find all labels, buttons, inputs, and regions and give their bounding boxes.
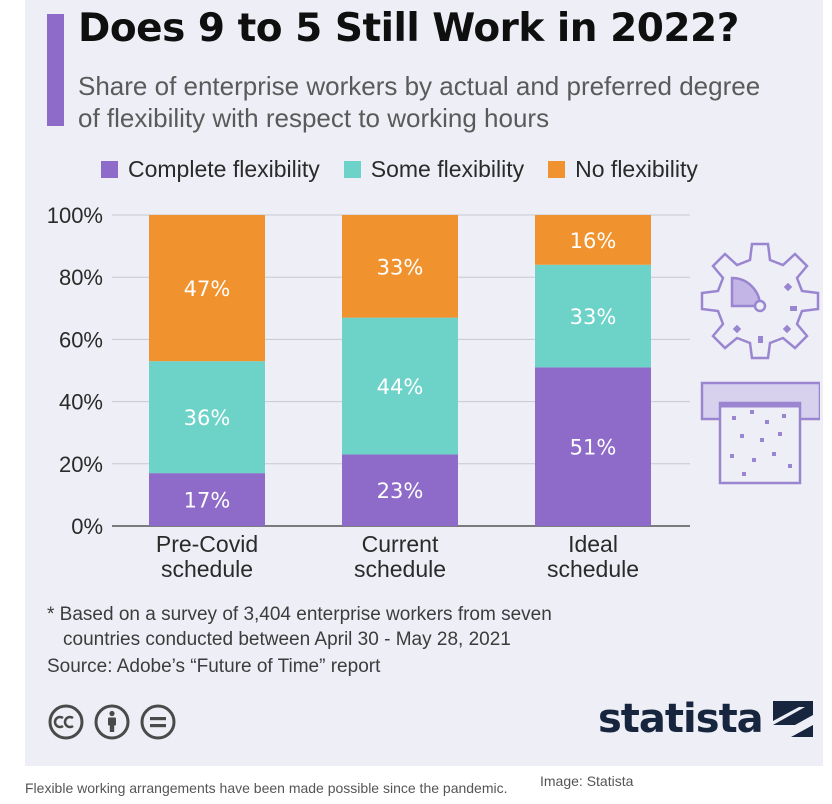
clock-gear-illustration-icon — [700, 242, 820, 485]
bar-segment — [535, 367, 651, 526]
x-tick-label: Pre-Covid — [156, 531, 258, 557]
y-tick-label: 100% — [47, 203, 103, 228]
bar-segment — [149, 361, 265, 474]
legend-item-some: Some flexibility — [343, 156, 525, 183]
y-tick-label: 0% — [71, 514, 103, 539]
x-tick-label: schedule — [161, 556, 253, 582]
title-accent-bar — [47, 14, 64, 126]
y-tick-label: 20% — [59, 452, 103, 477]
data-label: 36% — [184, 406, 231, 430]
statista-mark-icon — [772, 701, 813, 737]
chart-subtitle: Share of enterprise workers by actual an… — [78, 71, 761, 133]
legend: Complete flexibility Some flexibility No… — [101, 156, 698, 183]
creative-commons-icon — [48, 704, 84, 740]
no-derivatives-icon — [140, 704, 176, 740]
bar-segment — [149, 215, 265, 362]
data-label: 44% — [377, 375, 424, 399]
attribution-icon — [94, 704, 130, 740]
legend-swatch-none — [548, 161, 566, 178]
data-label: 16% — [570, 229, 617, 253]
legend-item-complete: Complete flexibility — [101, 156, 320, 183]
bar-segment — [535, 215, 651, 265]
legend-label-none: No flexibility — [575, 156, 698, 182]
brand-name: statista — [598, 696, 764, 742]
footnote-line-2: countries conducted between April 30 - M… — [63, 629, 511, 650]
license-icons — [47, 703, 177, 741]
x-tick-label: schedule — [547, 556, 639, 582]
legend-swatch-some — [343, 161, 361, 178]
footnote-line-1: * Based on a survey of 3,404 enterprise … — [47, 604, 552, 625]
data-label: 51% — [570, 436, 617, 460]
footnote: * Based on a survey of 3,404 enterprise … — [47, 602, 647, 652]
data-label: 47% — [184, 277, 231, 301]
bar-segment — [535, 264, 651, 368]
legend-label-complete: Complete flexibility — [128, 156, 320, 182]
x-tick-label: Ideal — [568, 531, 618, 557]
bar-segment — [342, 454, 458, 526]
x-tick-label: Current — [362, 531, 439, 557]
legend-swatch-complete — [101, 161, 118, 178]
image-credit: Image: Statista — [540, 773, 634, 789]
legend-label-some: Some flexibility — [370, 156, 525, 182]
stacked-bar-chart: 0%20%40%60%80%100%17%36%47%Pre-Covidsche… — [47, 203, 690, 582]
x-tick-label: schedule — [354, 556, 446, 582]
data-label: 23% — [377, 479, 424, 503]
y-tick-label: 80% — [59, 265, 103, 290]
statista-logo: statista — [598, 696, 813, 742]
legend-item-none: No flexibility — [548, 156, 698, 183]
source-note: Source: Adobe’s “Future of Time” report — [47, 656, 381, 677]
data-label: 33% — [377, 255, 424, 279]
data-label: 17% — [184, 489, 231, 513]
data-label: 33% — [570, 305, 617, 329]
chart-title: Does 9 to 5 Still Work in 2022? — [78, 6, 739, 51]
bar-segment — [342, 215, 458, 318]
bar-segment — [342, 317, 458, 455]
y-tick-label: 40% — [59, 390, 103, 415]
image-caption: Flexible working arrangements have been … — [25, 780, 508, 796]
y-tick-label: 60% — [59, 327, 103, 352]
bar-segment — [149, 473, 265, 526]
